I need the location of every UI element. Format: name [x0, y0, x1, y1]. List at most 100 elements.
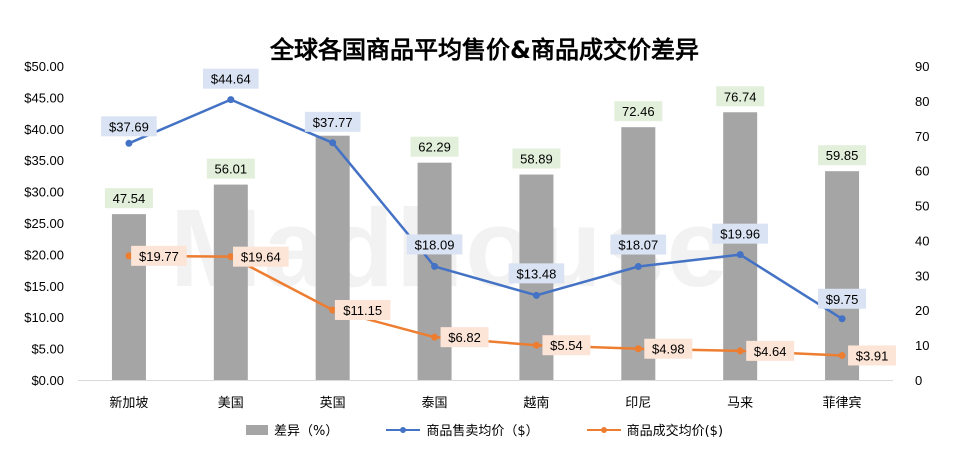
line-data-label: $18.07: [618, 238, 658, 253]
line-data-label: $18.09: [415, 237, 455, 252]
line-data-label: $19.96: [720, 227, 760, 242]
line-data-label-bg: [508, 263, 565, 284]
line-data-label: $9.75: [826, 292, 859, 307]
line-point: [227, 96, 235, 104]
x-tick-label: 新加坡: [109, 395, 148, 411]
x-tick-label: 英国: [320, 396, 346, 411]
line-point: [634, 263, 642, 271]
line-data-label: $19.64: [241, 250, 281, 265]
line-data-label: $19.77: [139, 249, 179, 264]
line-point: [634, 345, 642, 353]
line-data-label: $5.54: [550, 338, 583, 353]
bar-data-label-bg: [104, 188, 153, 209]
series-line: [128, 98, 843, 320]
x-tick-label: 越南: [523, 395, 549, 411]
x-tick-label: 菲律宾: [823, 395, 862, 411]
y-right-tick-label: 50: [915, 199, 929, 214]
y-left-tick-label: $5.00: [31, 342, 64, 357]
bar-data-label-bg: [206, 158, 255, 179]
bar-data-label: 56.01: [215, 162, 248, 177]
bar-data-label-bg: [512, 148, 561, 169]
bar: [723, 112, 758, 380]
bar-data-label: 58.89: [520, 152, 553, 167]
y-right-tick-label: 90: [915, 59, 929, 74]
line-data-label-bg: [203, 68, 259, 89]
chart-title: 全球各国商品平均售价&商品成交价差异: [270, 36, 699, 64]
y-right-tick-label: 80: [915, 94, 929, 109]
y-left-tick-label: $30.00: [24, 185, 64, 200]
bar-data-label: 72.46: [622, 104, 655, 119]
line-data-label: $37.77: [313, 115, 353, 130]
legend-swatch-bar: [245, 424, 268, 435]
bar: [315, 135, 350, 380]
line-point: [431, 333, 439, 341]
legend-item-diff: 差异（%）: [245, 420, 339, 439]
bar-data-label: 59.85: [826, 148, 859, 163]
line-data-label-bg: [712, 223, 768, 244]
line-point: [736, 251, 744, 259]
line-data-label-bg: [610, 234, 667, 255]
bar-data-label-bg: [818, 145, 867, 166]
line-data-label: $37.69: [109, 119, 149, 134]
bar: [825, 171, 860, 380]
y-right-tick-label: 10: [915, 338, 929, 353]
bar-data-label-bg: [716, 86, 765, 107]
line-data-label-bg: [101, 116, 157, 137]
bar-data-label: 62.29: [418, 140, 451, 155]
line-point: [227, 253, 235, 261]
line-point: [532, 291, 540, 299]
line-point: [736, 347, 744, 355]
line-point: [125, 252, 133, 260]
y-left-tick-label: $35.00: [24, 153, 64, 168]
line-data-label-bg: [746, 340, 795, 361]
line-point: [838, 315, 846, 323]
bar-data-label-bg: [614, 101, 663, 122]
x-tick-label: 印尼: [625, 396, 651, 411]
bar-data-label-bg: [410, 136, 459, 157]
y-right-tick-label: 70: [915, 129, 929, 144]
line-data-label: $3.91: [856, 348, 889, 363]
line-point: [838, 351, 846, 359]
line-data-label: $4.64: [754, 344, 787, 359]
line-data-label-bg: [131, 245, 187, 266]
y-right-tick-label: 60: [915, 164, 929, 179]
line-data-label-bg: [818, 288, 867, 309]
y-left-tick-label: $50.00: [24, 59, 64, 74]
legend-item-avg-price: 商品售卖均价（$）: [386, 420, 539, 439]
bar: [213, 184, 248, 380]
y-left-tick-label: $0.00: [31, 373, 64, 388]
line-data-label: $44.64: [211, 72, 251, 87]
legend-label-diff: 差异（%）: [273, 424, 339, 439]
legend-label-deal-price: 商品成交均价($): [626, 424, 724, 439]
bar-data-label: 76.74: [724, 89, 757, 104]
bar-data-label: 47.54: [113, 191, 146, 206]
line-data-label-bg: [406, 234, 463, 255]
y-left-tick-label: $40.00: [24, 122, 64, 137]
line-point: [329, 306, 337, 314]
y-left-tick-label: $25.00: [24, 216, 64, 231]
legend: 差异（%） 商品售卖均价（$） 商品成交均价($): [0, 420, 969, 439]
line-data-label: $6.82: [448, 330, 481, 345]
bar: [417, 162, 452, 380]
y-right-tick-label: 40: [915, 233, 929, 248]
line-point: [532, 341, 540, 349]
line-data-label-bg: [440, 327, 489, 348]
line-point: [329, 139, 337, 147]
y-right-tick-label: 30: [915, 268, 929, 283]
y-left-tick-label: $10.00: [24, 310, 64, 325]
y-left-tick-label: $45.00: [24, 90, 64, 105]
line-point: [125, 139, 133, 147]
legend-label-avg-price: 商品售卖均价（$）: [426, 424, 539, 439]
x-tick-label: 美国: [218, 396, 244, 411]
bar: [111, 214, 146, 380]
line-data-label-bg: [644, 338, 693, 359]
line-data-label-bg: [848, 345, 897, 366]
legend-swatch-blue-line: [386, 425, 421, 435]
line-data-label: $13.48: [517, 266, 557, 281]
line-data-label-bg: [233, 246, 289, 267]
y-left-tick-label: $20.00: [24, 247, 64, 262]
y-right-tick-label: 20: [915, 303, 929, 318]
line-data-label-bg: [542, 335, 591, 356]
